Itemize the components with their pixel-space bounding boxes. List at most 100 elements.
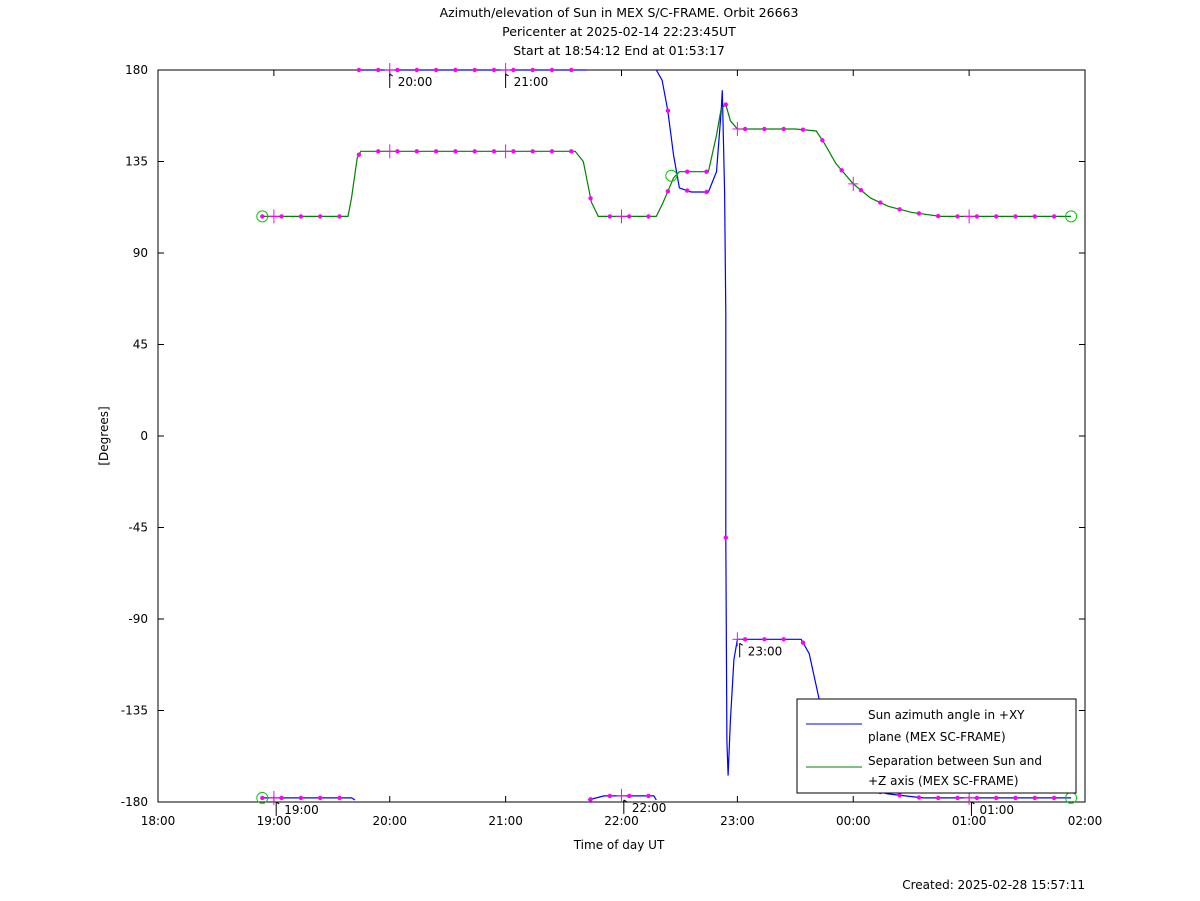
sample-dot xyxy=(742,637,748,642)
sample-dot xyxy=(530,67,535,73)
legend-box xyxy=(796,698,1077,794)
sample-dot xyxy=(685,169,690,174)
y-tick-label: -90 xyxy=(128,612,148,626)
chart-title-line-3: Start at 18:54:12 End at 01:53:17 xyxy=(513,43,725,58)
sample-dot xyxy=(646,214,651,219)
sample-dot xyxy=(955,795,960,801)
sample-dot xyxy=(936,795,941,801)
sample-dot xyxy=(491,149,497,154)
sample-dot xyxy=(955,214,960,219)
x-tick-label: 00:00 xyxy=(836,814,871,828)
sample-dot xyxy=(685,188,690,193)
sample-dot xyxy=(453,149,458,154)
sample-dot xyxy=(376,149,381,154)
y-tick-label: -180 xyxy=(121,795,148,809)
hour-marker-arrowhead xyxy=(971,801,975,805)
sample-dot xyxy=(878,200,883,205)
series-line-0-segment-3 xyxy=(655,69,1072,799)
legend-label-separation-line-1: Separation between Sun and xyxy=(868,754,1042,768)
hour-marker-label: 23:00 xyxy=(748,644,783,658)
event-circle-marker xyxy=(665,169,678,182)
y-tick-label: 180 xyxy=(125,63,148,77)
sample-dot xyxy=(395,149,400,154)
sample-dot xyxy=(260,214,265,219)
event-circle-marker xyxy=(1065,210,1078,223)
sample-dot xyxy=(356,67,362,73)
sample-dot xyxy=(974,214,980,219)
sample-dot xyxy=(665,108,671,113)
sample-dot xyxy=(742,126,748,132)
legend-label-azimuth-line-1: Sun azimuth angle in +XY xyxy=(868,708,1025,722)
legend: Sun azimuth angle in +XY plane (MEX SC-F… xyxy=(796,698,1077,794)
sample-dot xyxy=(279,795,284,801)
sample-dot xyxy=(356,152,362,157)
y-tick-label: 135 xyxy=(125,155,148,169)
sample-dot xyxy=(260,795,265,801)
sample-dot xyxy=(627,214,632,219)
sample-dot xyxy=(414,67,419,73)
hour-marker-label: 22:00 xyxy=(632,801,667,815)
y-tick-label: -45 xyxy=(128,521,148,535)
sample-dot xyxy=(318,214,323,219)
hour-marker-arrowhead xyxy=(275,801,280,805)
hour-marker-arrowhead xyxy=(623,799,628,803)
hour-marker-arrowhead xyxy=(505,73,509,77)
sample-dot xyxy=(820,138,825,143)
sample-dot xyxy=(762,126,767,132)
sample-dot xyxy=(569,67,574,73)
sample-dot xyxy=(588,196,593,201)
sample-dot xyxy=(569,149,574,154)
sample-dot xyxy=(1013,214,1018,219)
hour-marker-label: 19:00 xyxy=(284,803,319,817)
hour-marker: 22:00 xyxy=(623,799,667,815)
sample-dot xyxy=(549,149,555,154)
sample-dot xyxy=(704,169,709,174)
sample-dot xyxy=(607,214,613,219)
sample-dot xyxy=(897,793,902,798)
sample-dot xyxy=(916,211,922,216)
sample-dot xyxy=(549,67,555,73)
x-tick-label: 21:00 xyxy=(488,814,523,828)
sample-dot xyxy=(800,127,806,132)
sample-dot xyxy=(994,795,999,801)
sample-dot xyxy=(1013,795,1018,801)
hour-marker: 21:00 xyxy=(505,73,549,89)
hour-marker-label: 01:00 xyxy=(979,803,1014,817)
hour-marker: 19:00 xyxy=(275,801,319,817)
sample-dot xyxy=(298,795,304,801)
sample-dot xyxy=(337,214,342,219)
x-axis-label: Time of day UT xyxy=(573,838,665,852)
sample-dot xyxy=(994,214,999,219)
hour-marker-arrowhead xyxy=(389,73,394,77)
series-line-0-segment-2 xyxy=(587,795,657,801)
series-line-1-segment-0 xyxy=(262,103,1072,217)
chart-title-group: Azimuth/elevation of Sun in MEX S/C-FRAM… xyxy=(440,5,799,58)
sample-dot xyxy=(916,795,922,800)
sample-dot xyxy=(781,126,786,132)
legend-label-azimuth-line-2: plane (MEX SC-FRAME) xyxy=(868,730,1006,744)
sample-dot xyxy=(530,149,535,154)
sample-dot xyxy=(723,535,728,540)
hour-marker-arrowhead xyxy=(739,642,743,646)
chart-title-line-2: Pericenter at 2025-02-14 22:23:45UT xyxy=(502,24,736,39)
sample-dot xyxy=(318,795,323,801)
sample-dot xyxy=(433,67,439,73)
sample-dot xyxy=(395,67,400,73)
sample-dot xyxy=(1051,214,1057,219)
sample-dot xyxy=(723,102,728,107)
created-timestamp: Created: 2025-02-28 15:57:11 xyxy=(902,878,1085,892)
y-tick-label: 45 xyxy=(133,338,148,352)
x-tick-label: 23:00 xyxy=(720,814,755,828)
hour-marker-label: 20:00 xyxy=(398,75,433,89)
hour-marker: 20:00 xyxy=(389,73,433,89)
x-tick-label: 22:00 xyxy=(604,814,639,828)
sample-dot xyxy=(665,189,671,194)
sample-dot xyxy=(433,149,439,154)
sample-dot xyxy=(646,793,651,799)
sample-dot xyxy=(974,795,980,801)
hour-marker-label: 21:00 xyxy=(514,75,549,89)
sample-dot xyxy=(1032,214,1038,219)
sample-dot xyxy=(800,640,806,645)
sample-dot xyxy=(472,149,477,154)
